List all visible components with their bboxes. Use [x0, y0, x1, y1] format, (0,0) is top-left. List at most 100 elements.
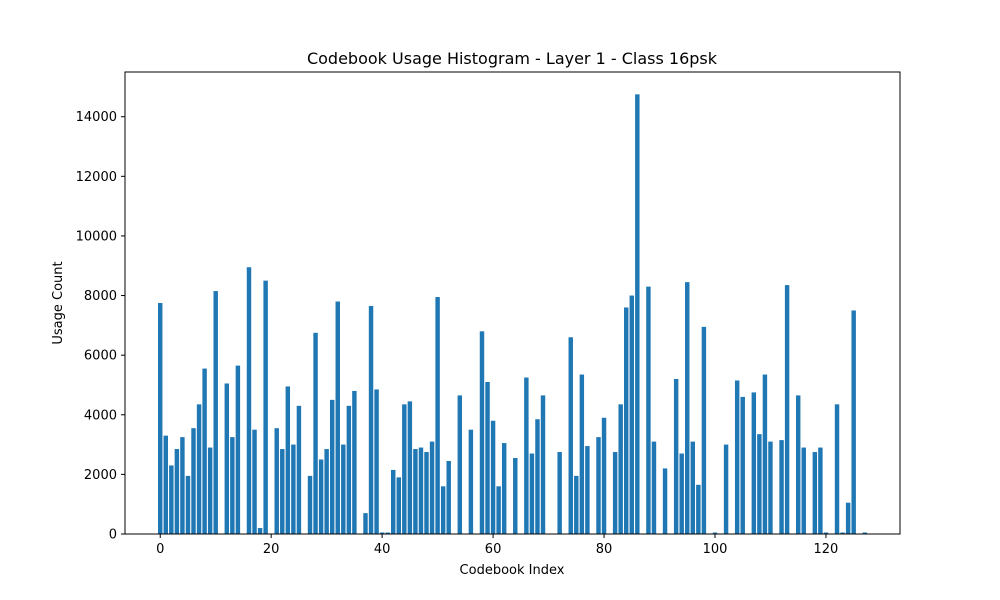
bar-3 [174, 449, 180, 534]
bar-88 [646, 286, 651, 534]
bar-67 [529, 453, 535, 534]
bar-43 [396, 477, 401, 534]
bar-12 [224, 383, 230, 534]
bar-74 [568, 337, 573, 534]
bar-108 [757, 434, 762, 534]
bar-54 [457, 395, 463, 534]
bar-124 [845, 502, 851, 534]
bar-45 [407, 401, 413, 534]
bar-17 [252, 429, 257, 534]
bar-8 [202, 368, 207, 534]
bar-98 [701, 326, 707, 534]
x-tick-label: 20 [263, 542, 280, 557]
x-tick-label: 0 [156, 542, 164, 557]
bar-122 [834, 404, 840, 534]
bar-44 [402, 404, 407, 534]
bar-32 [335, 301, 340, 534]
bar-115 [795, 395, 801, 534]
bar-127 [862, 532, 867, 534]
plot-frame [124, 71, 901, 535]
bar-4 [180, 437, 185, 534]
bar-21 [274, 428, 279, 534]
bar-47 [418, 447, 424, 534]
bar-69 [540, 395, 546, 534]
bar-105 [740, 396, 745, 534]
bar-37 [363, 513, 368, 534]
x-axis-label: Codebook Index [460, 563, 565, 578]
bar-62 [501, 443, 507, 534]
bar-33 [341, 444, 346, 534]
bar-30 [324, 449, 329, 534]
bar-89 [651, 441, 657, 534]
chart-title: Codebook Usage Histogram - Layer 1 - Cla… [307, 49, 718, 68]
bar-9 [207, 447, 213, 534]
bar-38 [368, 305, 374, 534]
bar-66 [524, 377, 529, 534]
y-tick-label: 12000 [76, 170, 117, 185]
bar-119 [818, 447, 823, 534]
bar-23 [285, 386, 291, 534]
bar-25 [296, 405, 302, 534]
bar-34 [346, 405, 352, 534]
bar-91 [662, 468, 668, 534]
bar-16 [246, 267, 252, 534]
bar-6 [191, 428, 196, 534]
bar-77 [585, 446, 590, 534]
bar-84 [624, 307, 629, 534]
x-tick-label: 40 [374, 542, 391, 557]
bar-10 [213, 291, 218, 534]
bar-94 [679, 453, 684, 534]
bar-51 [440, 486, 446, 534]
y-tick-label: 14000 [76, 110, 117, 125]
bar-61 [496, 486, 501, 534]
y-tick-label: 10000 [76, 229, 117, 244]
bar-22 [280, 449, 285, 534]
bar-31 [329, 399, 335, 534]
bar-109 [762, 374, 768, 534]
bar-107 [751, 392, 757, 534]
bar-28 [313, 332, 318, 534]
bar-5 [185, 475, 191, 534]
bar-46 [413, 449, 418, 534]
bar-93 [673, 379, 679, 534]
bar-49 [429, 441, 435, 534]
bar-39 [374, 389, 379, 534]
x-tick-label: 60 [485, 542, 502, 557]
bar-18 [257, 528, 263, 534]
y-tick-label: 0 [109, 528, 117, 543]
axes-group: 0 20 40 60 80 100 120 0 2000 4000 6000 8000 10000 120… [76, 71, 901, 557]
bar-118 [812, 452, 818, 534]
bar-52 [446, 460, 451, 534]
bar-110 [768, 441, 773, 534]
bar-19 [263, 280, 268, 534]
y-tick-label: 2000 [84, 468, 117, 483]
bar-48 [424, 452, 429, 534]
bar-120 [823, 532, 829, 534]
bar-72 [557, 452, 562, 534]
bar-95 [685, 282, 690, 534]
bar-76 [579, 374, 585, 534]
bar-85 [629, 295, 634, 534]
bar-86 [635, 94, 640, 535]
y-tick-label: 8000 [84, 289, 117, 304]
bar-41 [385, 532, 390, 534]
bar-82 [612, 452, 618, 534]
bar-27 [307, 475, 313, 534]
bar-58 [479, 331, 485, 534]
bar-40 [379, 532, 385, 534]
bar-1 [163, 435, 168, 534]
bar-96 [690, 441, 696, 534]
bar-35 [352, 390, 357, 534]
bar-7 [196, 404, 202, 534]
bar-0 [158, 303, 163, 534]
bar-60 [490, 420, 496, 534]
bar-56 [468, 429, 474, 534]
bar-50 [435, 297, 440, 534]
bar-100 [712, 532, 718, 534]
x-tick-label: 120 [814, 542, 839, 557]
bar-97 [696, 484, 701, 534]
bar-68 [535, 419, 540, 534]
bar-123 [840, 532, 845, 534]
bar-2 [169, 465, 174, 534]
